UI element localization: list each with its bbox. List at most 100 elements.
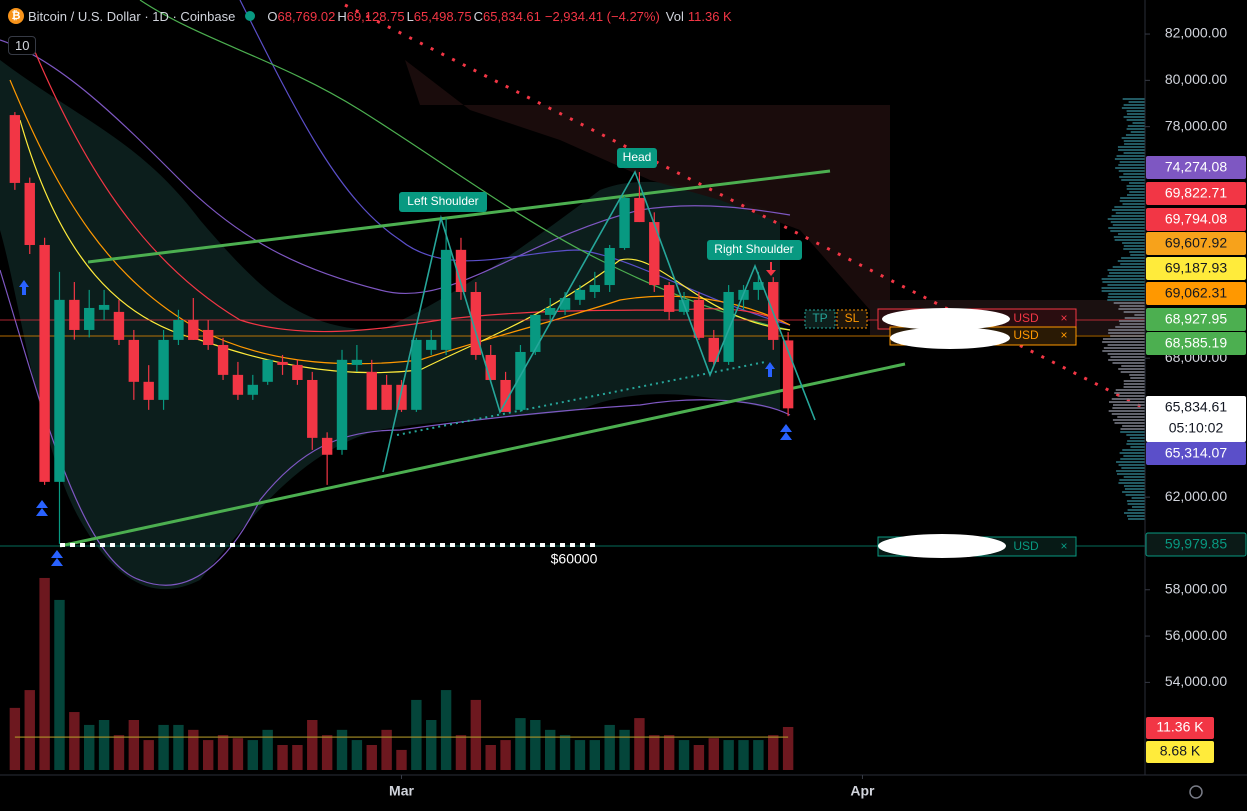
volume-bar bbox=[277, 745, 288, 770]
profile-bar bbox=[1126, 188, 1145, 190]
candle-body bbox=[54, 299, 65, 482]
volume-bar bbox=[485, 745, 496, 770]
profile-bar bbox=[1102, 350, 1145, 352]
profile-bar bbox=[1122, 449, 1145, 451]
profile-bar bbox=[1120, 263, 1145, 265]
band-upper bbox=[0, 39, 791, 295]
volume-bar bbox=[24, 690, 35, 770]
candle-body bbox=[500, 379, 511, 412]
order-currency: USD bbox=[1013, 311, 1039, 325]
profile-bar bbox=[1123, 476, 1145, 478]
tp-button[interactable] bbox=[804, 309, 836, 329]
ohlc: O68,769.02 H69,128.75 L65,498.75 C65,834.61 bbox=[265, 9, 541, 24]
profile-bar bbox=[1107, 284, 1145, 286]
price-label-box bbox=[1146, 156, 1246, 179]
profile-bar bbox=[1125, 494, 1145, 496]
indicator-badge[interactable]: 10 bbox=[8, 36, 37, 55]
profile-bar bbox=[1127, 515, 1145, 517]
redaction bbox=[882, 308, 1010, 330]
price-label-box bbox=[1146, 232, 1246, 255]
candle-body bbox=[559, 298, 571, 310]
candle-body bbox=[604, 247, 615, 286]
volume-bar bbox=[768, 735, 779, 770]
price-label-box bbox=[1146, 442, 1246, 465]
profile-bar bbox=[1117, 416, 1145, 418]
x-tick-label: Mar bbox=[389, 783, 414, 799]
profile-bar bbox=[1112, 362, 1145, 364]
profile-bar bbox=[1130, 254, 1145, 256]
profile-bar bbox=[1124, 317, 1145, 319]
profile-bar bbox=[1103, 347, 1145, 349]
profile-bar bbox=[1118, 482, 1145, 484]
candle-body bbox=[574, 289, 586, 300]
profile-bar bbox=[1110, 221, 1145, 223]
ohlc-value: 65,834.61 bbox=[483, 8, 541, 24]
profile-bar bbox=[1119, 200, 1145, 202]
profile-bar bbox=[1113, 236, 1145, 238]
profile-bar bbox=[1115, 389, 1145, 391]
close-order[interactable]: × bbox=[1060, 539, 1067, 553]
price-label: 69,607.92 bbox=[1165, 235, 1227, 251]
profile-bar bbox=[1123, 248, 1145, 250]
label-box bbox=[399, 192, 487, 212]
profile-bar bbox=[1121, 257, 1145, 259]
price-label: 69,187.93 bbox=[1165, 260, 1227, 276]
channel-lower bbox=[59, 362, 906, 548]
profile-bar bbox=[1114, 392, 1145, 394]
candle-body bbox=[128, 339, 140, 382]
profile-bar bbox=[1123, 380, 1145, 382]
volume-bar bbox=[98, 720, 110, 770]
y-tick-label: 82,000.00 bbox=[1165, 25, 1227, 41]
profile-bar bbox=[1125, 134, 1145, 136]
profile-bar bbox=[1122, 242, 1145, 244]
close-order[interactable]: × bbox=[1060, 328, 1067, 342]
candle-body bbox=[321, 437, 333, 455]
candle-body bbox=[366, 371, 377, 410]
volume-bar bbox=[54, 599, 65, 770]
volume-bar bbox=[173, 724, 184, 770]
legend-header: ₿ Bitcoin / U.S. Dollar · 1D · Coinbase … bbox=[8, 8, 732, 24]
volume-bar bbox=[188, 729, 199, 770]
level-label: $60000 bbox=[551, 551, 598, 567]
y-tick-label: 58,000.00 bbox=[1165, 580, 1227, 596]
volume-key: Vol bbox=[665, 8, 684, 24]
profile-bar bbox=[1126, 119, 1145, 121]
price-label-box bbox=[1146, 332, 1246, 355]
profile-bar bbox=[1130, 446, 1145, 448]
sl-button[interactable] bbox=[836, 309, 868, 329]
profile-bar bbox=[1117, 260, 1145, 262]
settings-button[interactable] bbox=[1189, 785, 1203, 799]
countdown: 05:10:02 bbox=[1169, 420, 1224, 436]
arrow bbox=[19, 280, 29, 295]
change: −2,934.41 (−4.27%) bbox=[544, 8, 660, 24]
candle-body bbox=[396, 384, 407, 410]
profile-bar bbox=[1118, 233, 1145, 235]
profile-bar bbox=[1128, 101, 1145, 103]
profile-bar bbox=[1123, 173, 1145, 175]
volume-bar bbox=[69, 712, 80, 770]
candle-body bbox=[158, 339, 169, 400]
ma-long bbox=[239, 0, 791, 326]
profile-bar bbox=[1118, 149, 1145, 151]
profile-bar bbox=[1102, 341, 1145, 343]
candle-body bbox=[649, 222, 660, 286]
profile-bar bbox=[1121, 365, 1145, 367]
candle-body bbox=[39, 244, 50, 482]
profile-bar bbox=[1123, 140, 1145, 142]
candle-body bbox=[753, 282, 764, 290]
volume-bar bbox=[753, 740, 764, 770]
market-status bbox=[245, 11, 256, 21]
volume-bar bbox=[128, 720, 140, 770]
price-label-box bbox=[1146, 396, 1246, 442]
profile-bar bbox=[1107, 275, 1145, 277]
right-shoulder-label: Right Shoulder bbox=[714, 242, 793, 256]
profile-bar bbox=[1115, 167, 1145, 169]
profile-bar bbox=[1122, 491, 1145, 493]
coin-icon: ₿ bbox=[8, 8, 24, 24]
candle-body bbox=[277, 361, 288, 365]
neckline bbox=[396, 361, 766, 436]
candle-body bbox=[113, 311, 125, 340]
close-order[interactable]: × bbox=[1060, 311, 1067, 325]
volume-bar bbox=[604, 724, 615, 770]
volume-label: 8.68 K bbox=[1160, 743, 1201, 759]
